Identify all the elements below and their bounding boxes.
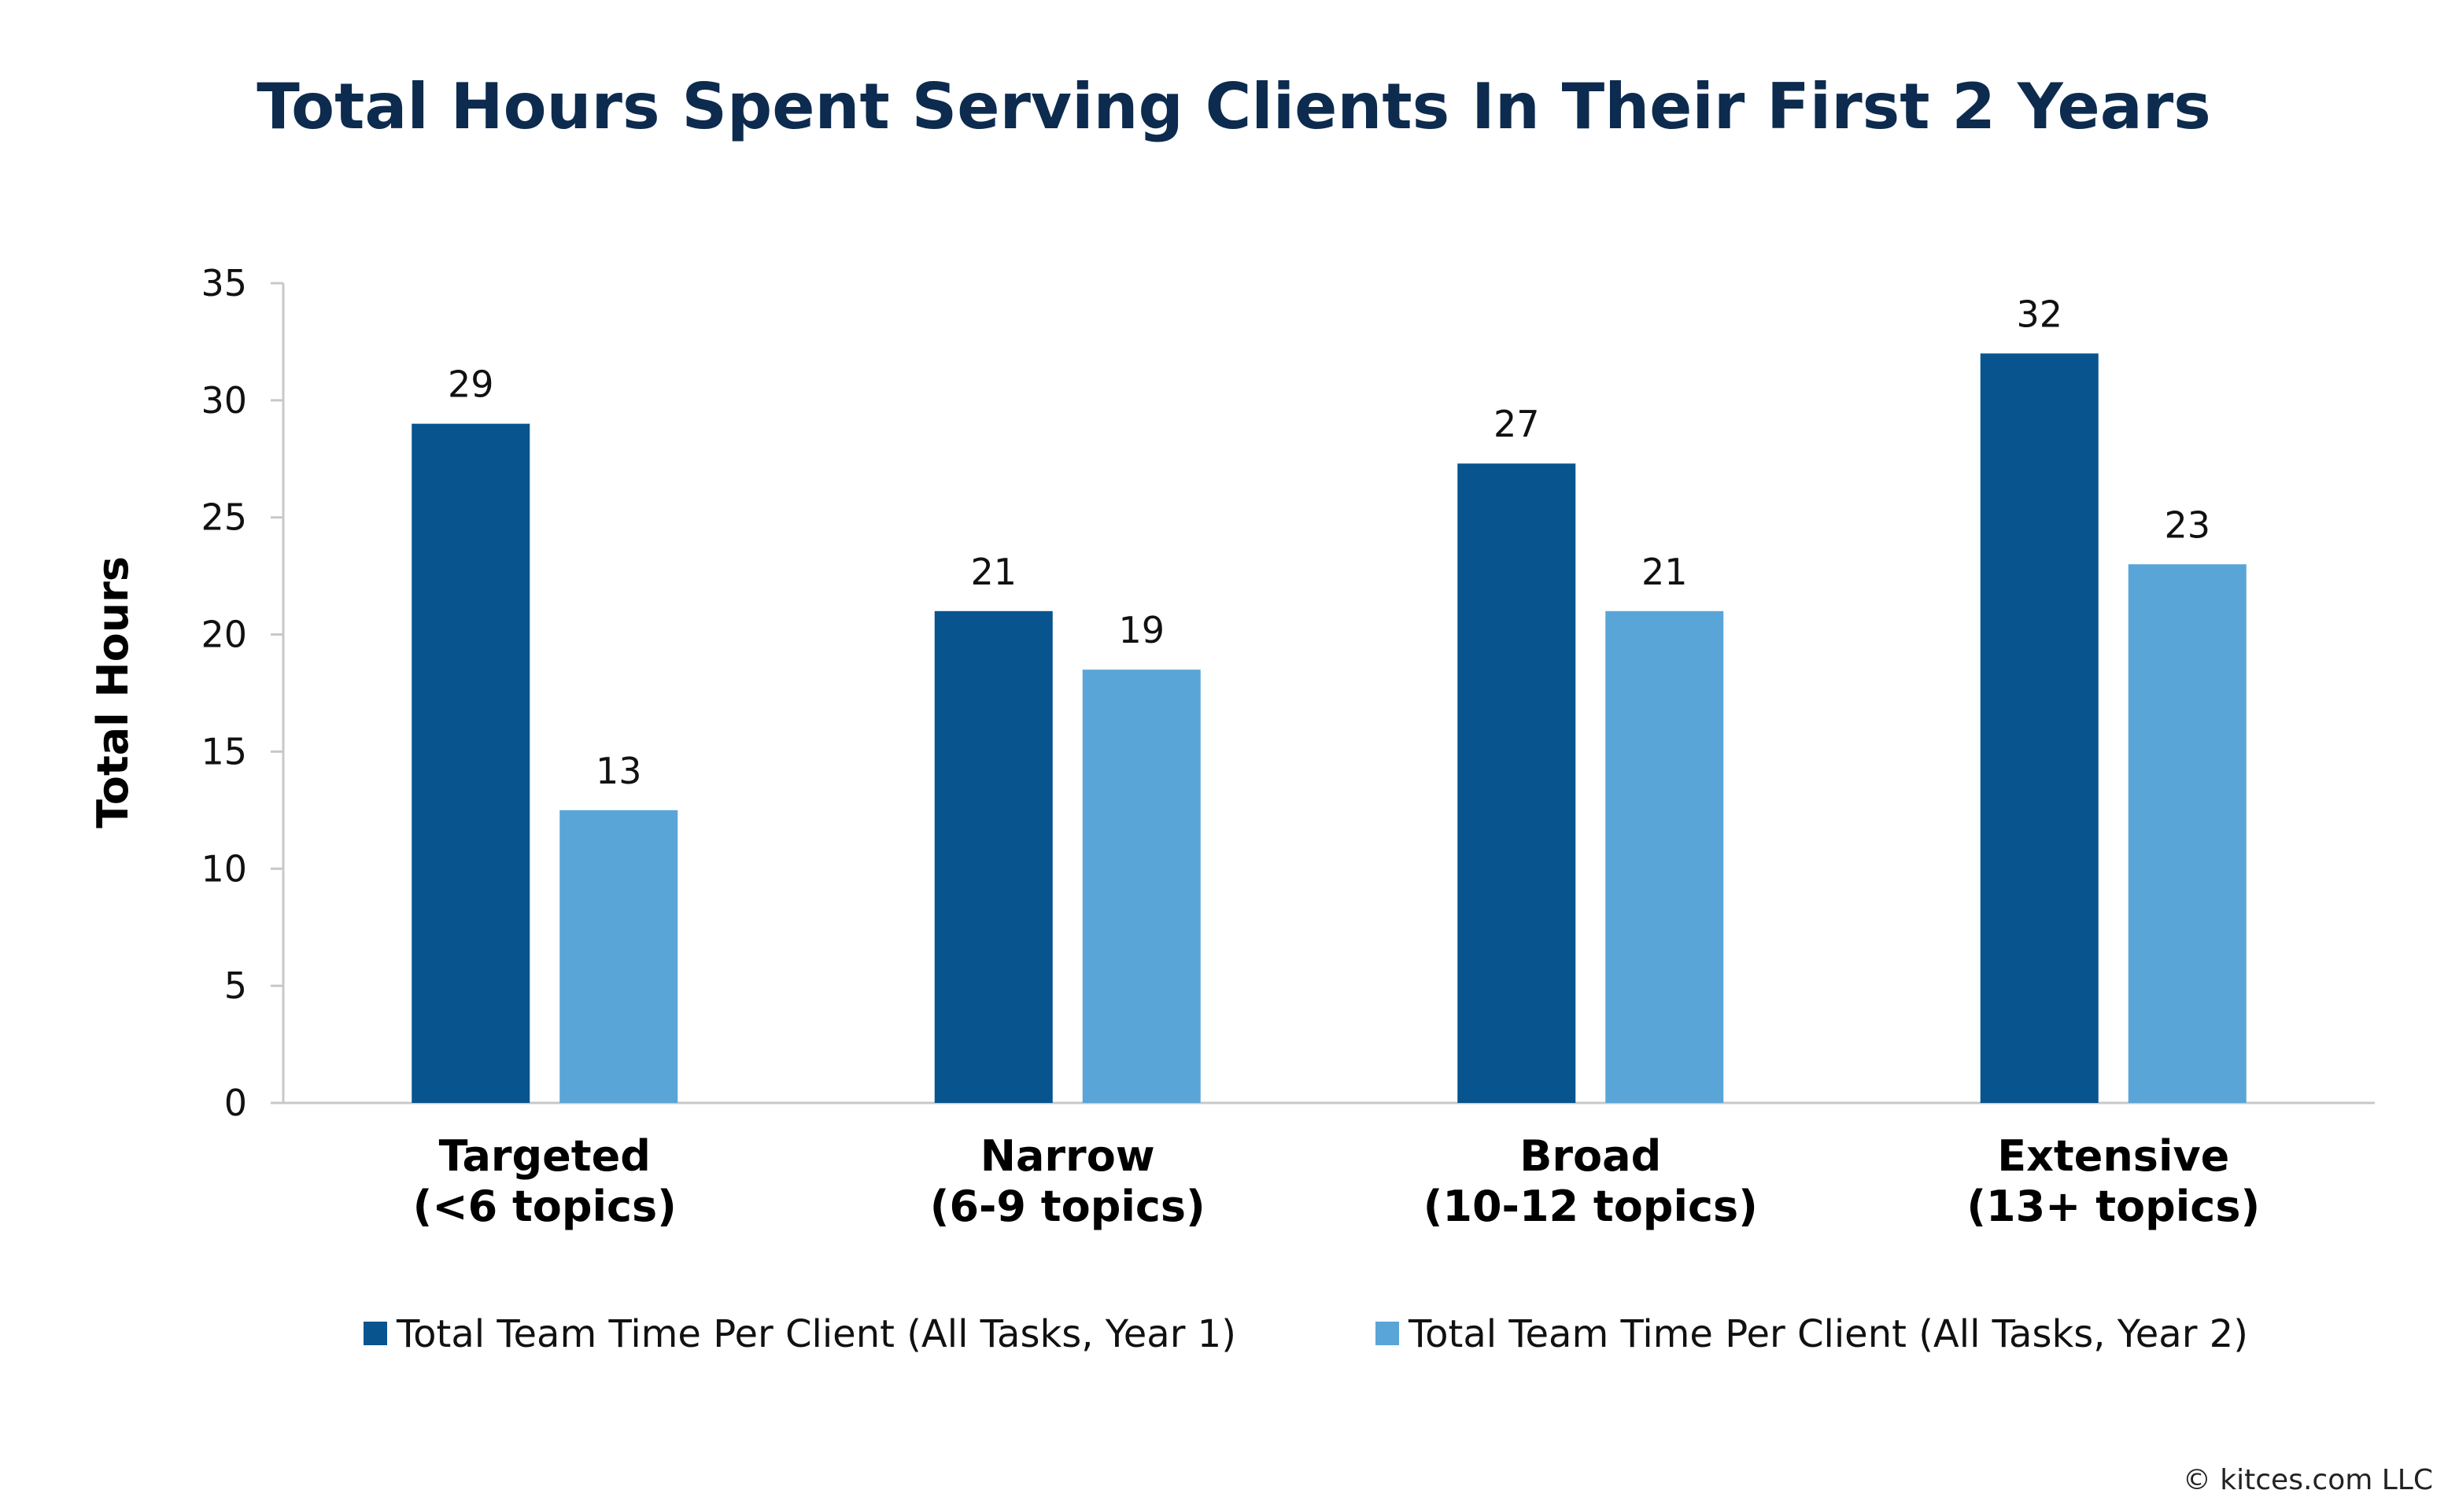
legend-label: Total Team Time Per Client (All Tasks, Y… [396, 1312, 1236, 1356]
data-labels: 29 13 21 19 27 21 32 23 [448, 293, 2210, 792]
legend: Total Team Time Per Client (All Tasks, Y… [364, 1312, 2248, 1356]
chart-title: Total Hours Spent Serving Clients In The… [257, 70, 2211, 143]
data-label: 23 [2164, 503, 2210, 546]
category-label: Narrow [980, 1131, 1155, 1181]
y-tick-label: 25 [201, 496, 247, 539]
y-tick-label: 5 [224, 964, 247, 1007]
bar-year1 [412, 423, 530, 1103]
bars [412, 353, 2247, 1103]
y-tick-label: 20 [201, 614, 247, 656]
y-axis-title: Total Hours [88, 556, 138, 828]
copyright-footer: © kitces.com LLC [2183, 1464, 2433, 1496]
y-tick-label: 15 [201, 730, 247, 773]
category-label: Broad [1519, 1131, 1661, 1181]
legend-swatch [1375, 1322, 1399, 1345]
data-label: 29 [448, 363, 494, 406]
data-label: 32 [2016, 293, 2062, 335]
category-label: Extensive [1997, 1131, 2229, 1181]
bar-year2 [1605, 610, 1724, 1103]
bar-year2 [2128, 564, 2247, 1103]
category-label: (<6 topics) [413, 1182, 677, 1231]
category-label: (10-12 topics) [1423, 1182, 1758, 1231]
bar-year2 [559, 809, 678, 1103]
data-label: 19 [1118, 609, 1165, 651]
category-label: (6-9 topics) [930, 1182, 1206, 1231]
data-label: 13 [596, 750, 642, 792]
bar-year2 [1082, 669, 1201, 1103]
data-label: 27 [1493, 403, 1540, 445]
data-label: 21 [1641, 551, 1688, 593]
y-tick-label: 10 [201, 847, 247, 890]
category-label: Targeted [439, 1131, 651, 1181]
data-label: 21 [970, 551, 1017, 593]
category-labels: Targeted(<6 topics) Narrow(6-9 topics) Bro… [413, 1131, 2261, 1231]
y-tick-label: 0 [224, 1082, 247, 1124]
bar-year1 [934, 610, 1053, 1103]
bar-year1 [1457, 463, 1576, 1103]
legend-label: Total Team Time Per Client (All Tasks, Y… [1408, 1312, 2248, 1356]
y-tick-label: 30 [201, 379, 247, 422]
y-tick-label: 35 [201, 262, 247, 304]
category-label: (13+ topics) [1966, 1182, 2260, 1231]
bar-year1 [1980, 353, 2099, 1103]
legend-swatch [364, 1322, 387, 1345]
y-axis: 0 5 10 15 20 25 30 35 [201, 262, 285, 1124]
